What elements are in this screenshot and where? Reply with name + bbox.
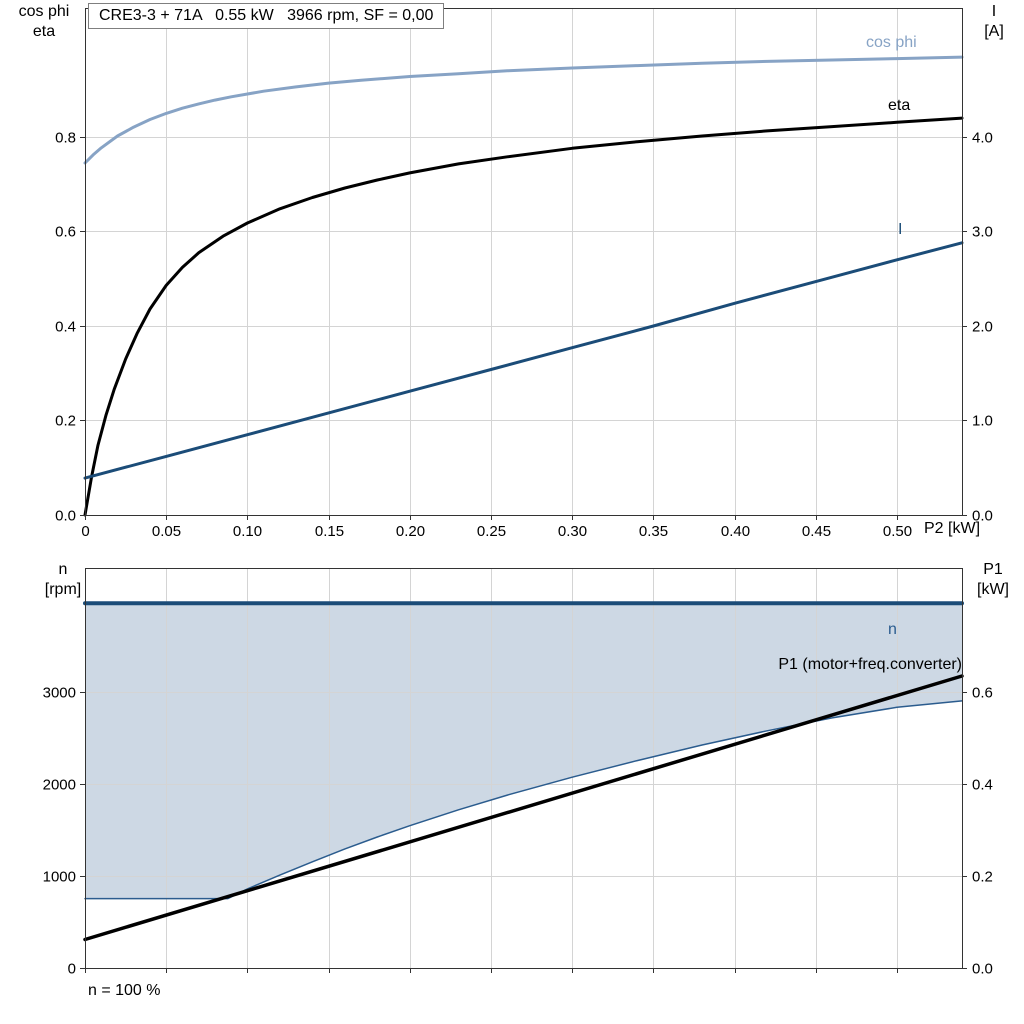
left-axis-title-bottom-chart: n [rpm] [34,560,92,600]
series-p1 [83,674,964,942]
y-left-tick-label: 0.6 [55,224,76,241]
y-left-tick-label: 2000 [43,777,76,794]
x-tick-label: 0 [81,523,89,540]
x-axis-label: P2 [kW] [924,520,981,537]
speed-range-area [85,603,962,899]
x-tick-label: 0.30 [558,523,587,540]
y-right-tick-label: 4.0 [972,130,993,147]
right-axis-title-line1: I [991,3,997,20]
series-label-n: n [888,621,897,638]
x-tick-label: 0.10 [233,523,262,540]
right-axis-title-bottom-chart: P1 [kW] [964,560,1022,600]
series-label-eta: eta [888,97,910,114]
left-axis-title-line1: n [58,561,68,578]
x-tick-label: 0.05 [152,523,181,540]
y-left-tick-label: 0 [68,961,76,978]
series-current [83,241,964,480]
y-left-tick-label: 3000 [43,685,76,702]
y-left-tick-label: 0.4 [55,319,76,336]
plot-frame [85,8,963,516]
y-left-tick-label: 0.8 [55,130,76,147]
x-tick-label: 0.35 [639,523,668,540]
speed-footnote: n = 100 % [88,982,161,999]
plot-frame [85,568,963,969]
x-tick-label: 0.45 [802,523,831,540]
series-cos-phi [83,55,964,165]
y-left-tick-label: 0.2 [55,413,76,430]
x-tick-label: 0.20 [396,523,425,540]
speed-power-chart: 0 1000 2000 3000 0.0 0.2 0.4 0.6 n P1 (motor+freq… [43,568,993,978]
y-right-tick-label: 0.0 [972,961,993,978]
y-right-tick-label: 0.6 [972,685,993,702]
left-axis-title-line1: cos phi [18,3,70,20]
left-axis-title-line2: eta [32,23,56,40]
y-right-tick-label: 0.0 [972,508,993,525]
series-label-current: I [898,221,902,238]
left-axis-title-line2: [rpm] [44,581,82,598]
right-axis-title-line1: P1 [983,561,1003,578]
x-tick-label: 0.50 [883,523,912,540]
x-tick-label: 0.25 [477,523,506,540]
y-right-tick-label: 3.0 [972,224,993,241]
y-right-tick-label: 1.0 [972,413,993,430]
left-axis-title-top-chart: cos phi eta [6,2,82,42]
y-left-tick-label: 0.0 [55,508,76,525]
series-label-p1: P1 (motor+freq.converter) [778,656,962,673]
y-right-tick-label: 0.4 [972,777,993,794]
y-right-tick-label: 0.2 [972,869,993,886]
y-right-tick-label: 2.0 [972,319,993,336]
motor-performance-chart: 0 0.05 0.10 0.15 0.20 0.25 0.30 0.35 0.40 0.45 0.5… [55,8,993,540]
right-axis-title-line2: [A] [984,23,1004,40]
right-axis-title-top-chart: I [A] [968,2,1020,42]
y-left-tick-label: 1000 [43,869,76,886]
chart-title-box: CRE3-3 + 71A 0.55 kW 3966 rpm, SF = 0,00 [88,3,445,29]
x-tick-label: 0.15 [315,523,344,540]
series-eta [83,116,964,517]
x-tick-label: 0.40 [721,523,750,540]
series-label-cos-phi: cos phi [866,34,917,51]
right-axis-title-line2: [kW] [977,581,1009,598]
